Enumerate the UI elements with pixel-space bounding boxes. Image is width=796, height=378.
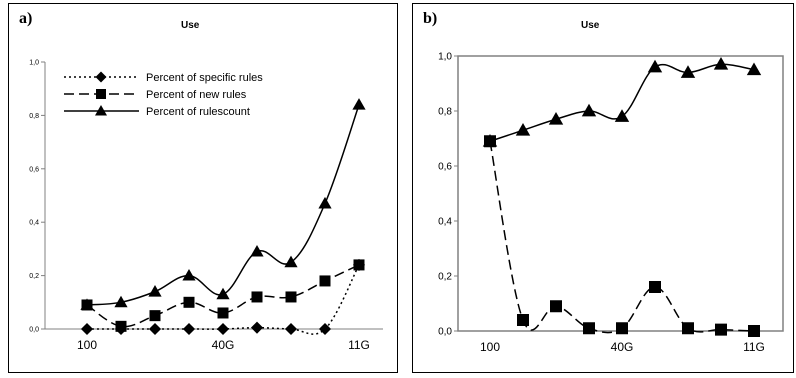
plot-area-frame bbox=[457, 55, 784, 332]
y-tick-label: 0,2 bbox=[29, 273, 39, 280]
legend-marker-square bbox=[96, 89, 106, 99]
chart-title-b: Use bbox=[581, 20, 600, 31]
data-point-square bbox=[217, 307, 229, 319]
legend-label: Percent of specific rules bbox=[146, 72, 263, 84]
y-tick-label: 0,2 bbox=[438, 272, 452, 283]
panel-label-a: a) bbox=[19, 10, 33, 27]
data-point-triangle bbox=[182, 269, 196, 281]
data-point-diamond bbox=[182, 322, 196, 336]
data-point-triangle bbox=[352, 98, 366, 110]
data-point-diamond bbox=[216, 322, 230, 336]
data-point-triangle bbox=[647, 59, 663, 73]
data-point-triangle bbox=[114, 295, 128, 308]
y-tick-label: 1,0 bbox=[438, 52, 452, 63]
chart-a-plot: 0,0 0,2 0,4 0,6 0,8 1,0 100 40G 11G Percent of sp… bbox=[29, 59, 383, 352]
x-tick-label: 100 bbox=[77, 338, 97, 352]
chart-title-a: Use bbox=[181, 20, 200, 31]
chart-panel-a: a) Use 0,0 0,2 0,4 0,6 0,8 1,0 100 40G 11G Percen… bbox=[8, 3, 398, 373]
chart-panel-b: b) Use 0,0 0,2 0,4 0,6 0,8 1,0 100 40G 11G bbox=[412, 3, 794, 373]
series-line-triangle bbox=[86, 104, 360, 306]
legend-marker-triangle bbox=[95, 105, 107, 116]
data-point-square bbox=[484, 135, 496, 148]
data-point-triangle bbox=[515, 123, 531, 136]
data-point-diamond bbox=[148, 322, 162, 336]
data-point-square bbox=[682, 322, 694, 335]
data-point-square bbox=[517, 314, 529, 326]
data-point-diamond bbox=[250, 321, 264, 334]
y-tick-label: 0,6 bbox=[438, 162, 452, 173]
data-point-square bbox=[251, 291, 263, 303]
data-point-triangle bbox=[318, 196, 332, 209]
legend-marker-diamond bbox=[95, 71, 107, 83]
data-point-square bbox=[616, 322, 628, 335]
y-tick-label: 0,8 bbox=[438, 107, 452, 118]
y-tick-label: 0,0 bbox=[438, 327, 452, 338]
legend-label: Percent of rulescount bbox=[146, 106, 250, 118]
data-point-triangle bbox=[148, 285, 162, 297]
chart-b-plot: 0,0 0,2 0,4 0,6 0,8 1,0 100 40G 11G bbox=[438, 52, 784, 354]
data-point-triangle bbox=[284, 255, 298, 268]
data-point-square bbox=[149, 310, 161, 322]
data-point-square bbox=[715, 323, 727, 336]
data-point-triangle bbox=[713, 57, 729, 70]
data-point-square bbox=[319, 275, 331, 287]
data-point-square bbox=[115, 320, 127, 332]
x-tick-label: 11G bbox=[348, 338, 370, 352]
data-point-triangle bbox=[581, 103, 597, 117]
data-point-diamond bbox=[80, 322, 94, 336]
y-tick-label: 0,4 bbox=[29, 220, 39, 227]
x-tick-label: 40G bbox=[611, 340, 634, 354]
data-point-triangle bbox=[250, 244, 264, 257]
data-point-triangle bbox=[614, 109, 630, 122]
series-line-square bbox=[86, 264, 360, 328]
x-tick-label: 40G bbox=[212, 338, 235, 352]
data-point-square bbox=[583, 322, 595, 335]
data-point-triangle bbox=[216, 287, 230, 300]
data-point-triangle bbox=[548, 112, 564, 125]
data-point-diamond bbox=[318, 322, 332, 336]
data-point-triangle bbox=[746, 62, 762, 76]
series-line-square bbox=[489, 141, 755, 334]
data-point-diamond bbox=[284, 322, 298, 336]
data-point-square bbox=[550, 300, 562, 313]
data-point-square bbox=[353, 259, 365, 271]
data-point-square bbox=[649, 281, 661, 293]
data-point-triangle bbox=[680, 65, 696, 78]
x-tick-label: 11G bbox=[743, 340, 765, 354]
y-tick-label: 1,0 bbox=[29, 59, 39, 66]
data-point-square bbox=[285, 291, 297, 303]
data-point-triangle bbox=[80, 298, 94, 310]
data-point-square bbox=[748, 325, 760, 337]
series-line-triangle bbox=[489, 63, 755, 142]
x-tick-label: 100 bbox=[480, 340, 500, 354]
y-tick-label: 0,4 bbox=[438, 217, 452, 228]
panel-label-b: b) bbox=[423, 10, 438, 27]
data-point-square bbox=[183, 296, 195, 308]
legend-label: Percent of new rules bbox=[146, 89, 247, 101]
y-tick-label: 0,6 bbox=[29, 166, 39, 173]
y-tick-label: 0,8 bbox=[29, 113, 39, 120]
y-tick-label: 0,0 bbox=[29, 326, 39, 333]
